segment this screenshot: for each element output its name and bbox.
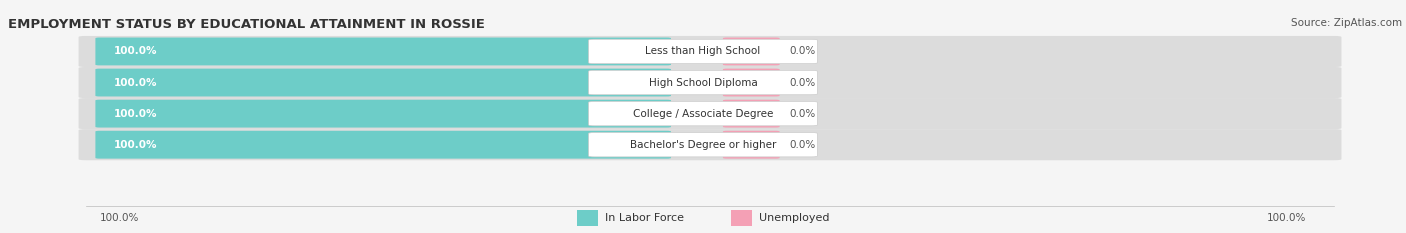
FancyBboxPatch shape <box>79 129 1341 160</box>
FancyBboxPatch shape <box>723 69 779 96</box>
Text: 0.0%: 0.0% <box>789 140 815 150</box>
FancyBboxPatch shape <box>96 100 671 127</box>
FancyBboxPatch shape <box>96 69 671 96</box>
Text: In Labor Force: In Labor Force <box>605 213 683 223</box>
Text: 100.0%: 100.0% <box>114 140 157 150</box>
FancyBboxPatch shape <box>589 39 817 64</box>
FancyBboxPatch shape <box>96 38 671 65</box>
Text: 100.0%: 100.0% <box>114 109 157 119</box>
Text: Unemployed: Unemployed <box>759 213 830 223</box>
FancyBboxPatch shape <box>589 70 817 95</box>
FancyBboxPatch shape <box>589 133 817 157</box>
Text: 0.0%: 0.0% <box>789 78 815 88</box>
Text: High School Diploma: High School Diploma <box>648 78 758 88</box>
Text: Less than High School: Less than High School <box>645 46 761 56</box>
FancyBboxPatch shape <box>79 98 1341 129</box>
FancyBboxPatch shape <box>723 100 779 127</box>
Text: 100.0%: 100.0% <box>100 213 139 223</box>
Text: 0.0%: 0.0% <box>789 46 815 56</box>
Text: Bachelor's Degree or higher: Bachelor's Degree or higher <box>630 140 776 150</box>
FancyBboxPatch shape <box>79 36 1341 67</box>
FancyBboxPatch shape <box>79 67 1341 98</box>
Text: College / Associate Degree: College / Associate Degree <box>633 109 773 119</box>
FancyBboxPatch shape <box>589 101 817 126</box>
Text: Source: ZipAtlas.com: Source: ZipAtlas.com <box>1291 17 1402 27</box>
FancyBboxPatch shape <box>723 131 779 159</box>
Text: 0.0%: 0.0% <box>789 109 815 119</box>
FancyBboxPatch shape <box>96 131 671 159</box>
FancyBboxPatch shape <box>576 210 598 226</box>
FancyBboxPatch shape <box>723 38 779 65</box>
Text: EMPLOYMENT STATUS BY EDUCATIONAL ATTAINMENT IN ROSSIE: EMPLOYMENT STATUS BY EDUCATIONAL ATTAINM… <box>8 17 485 31</box>
Text: 100.0%: 100.0% <box>114 46 157 56</box>
FancyBboxPatch shape <box>731 210 752 226</box>
Text: 100.0%: 100.0% <box>1267 213 1306 223</box>
Text: 100.0%: 100.0% <box>114 78 157 88</box>
